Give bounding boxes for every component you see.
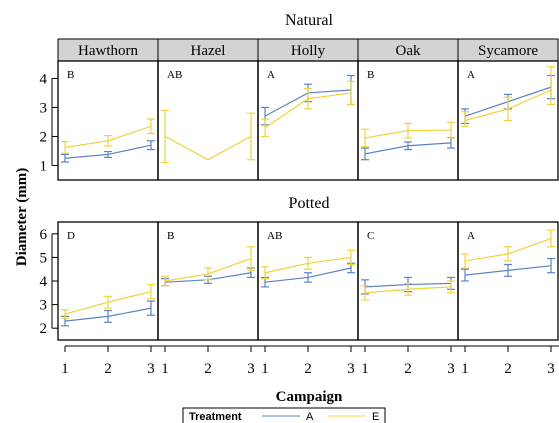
x-tick-label: 1 xyxy=(161,361,169,377)
x-tick-label: 3 xyxy=(547,361,555,377)
series-e xyxy=(361,280,455,301)
panel-letter: D xyxy=(67,230,75,242)
y-tick-label: 4 xyxy=(40,274,48,290)
x-tick-label: 1 xyxy=(361,361,369,377)
panel-header-label: Hazel xyxy=(191,43,226,59)
series-a xyxy=(461,257,555,282)
panel-letter: A xyxy=(467,69,475,81)
panel-letter: A xyxy=(467,230,475,242)
panel-potted-hazel: B 1 2 3 xyxy=(157,221,259,377)
series-e xyxy=(361,121,455,148)
series-e xyxy=(461,66,555,127)
series-line xyxy=(164,135,252,161)
panel-natural-holly: Holly A xyxy=(257,38,359,181)
panel-letter: C xyxy=(367,230,374,242)
series-e xyxy=(461,229,555,269)
x-tick-label: 1 xyxy=(261,361,269,377)
series-e xyxy=(261,249,355,280)
series-e xyxy=(261,80,355,138)
series-e xyxy=(61,118,155,154)
panel-header-label: Oak xyxy=(396,43,421,59)
legend-label-e: E xyxy=(372,411,379,423)
panel-potted-sycamore: A 1 2 3 xyxy=(457,221,559,377)
y-tick-label: 3 xyxy=(40,298,48,314)
x-tick-label: 2 xyxy=(404,361,412,377)
panel-frame xyxy=(457,60,559,181)
panel-row-natural: Natural 1 2 3 4 Hawthorn B Hazel AB Holly A Oak B Syc… xyxy=(40,12,559,181)
panel-letter: B xyxy=(67,69,74,81)
y-tick-label: 5 xyxy=(40,250,48,266)
x-tick-label: 3 xyxy=(347,361,355,377)
panel-potted-hawthorn: D 1 2 3 xyxy=(57,221,159,377)
panel-potted-holly: AB 1 2 3 xyxy=(257,221,359,377)
x-tick-label: 2 xyxy=(104,361,112,377)
y-tick-label: 6 xyxy=(40,227,48,243)
panel-natural-hawthorn: Hawthorn B xyxy=(57,38,159,181)
y-tick-label: 2 xyxy=(40,321,48,337)
chart-rows: Natural1234HawthornBHazelABHollyAOakBSyc… xyxy=(40,12,559,377)
panel-header-label: Sycamore xyxy=(478,43,538,59)
x-tick-label: 3 xyxy=(447,361,455,377)
panel-natural-oak: Oak B xyxy=(357,38,459,181)
x-tick-label: 2 xyxy=(304,361,312,377)
x-tick-label: 1 xyxy=(461,361,469,377)
legend: Treatment A E xyxy=(182,407,386,423)
x-tick-label: 1 xyxy=(61,361,69,377)
x-tick-label: 2 xyxy=(504,361,512,377)
series-e xyxy=(161,246,255,287)
panel-letter: B xyxy=(167,230,174,242)
y-axis-label: Diameter (mm) xyxy=(14,168,30,266)
series-a xyxy=(61,140,155,163)
row-title: Natural xyxy=(285,12,334,29)
panel-row-potted: Potted 2 3 4 5 6 D 1 2 3 B 1 2 3 AB 1 2 3 C 1 2 3 A 1 2 3 xyxy=(40,195,559,377)
y-tick-label: 3 xyxy=(40,100,48,116)
panel-header-label: Hawthorn xyxy=(78,43,138,59)
panel-frame xyxy=(457,221,559,341)
y-tick-label: 1 xyxy=(40,158,48,174)
series-e xyxy=(61,283,155,319)
y-tick-label: 4 xyxy=(40,71,48,87)
y-tick-label: 2 xyxy=(40,129,48,145)
panel-potted-oak: C 1 2 3 xyxy=(357,221,459,377)
panel-letter: B xyxy=(367,69,374,81)
x-tick-label: 3 xyxy=(247,361,255,377)
panel-letter: AB xyxy=(167,69,182,81)
x-tick-label: 2 xyxy=(204,361,212,377)
series-a xyxy=(361,137,455,161)
panel-letter: A xyxy=(267,69,275,81)
legend-title: Treatment xyxy=(189,411,242,423)
x-tick-label: 3 xyxy=(147,361,155,377)
row-title: Potted xyxy=(289,195,330,212)
series-e xyxy=(161,109,255,164)
panel-header-label: Holly xyxy=(291,43,326,59)
x-axis-label: Campaign xyxy=(276,389,343,405)
panel-natural-hazel: Hazel AB xyxy=(157,38,259,181)
panel-letter: AB xyxy=(267,230,282,242)
legend-label-a: A xyxy=(306,411,314,423)
